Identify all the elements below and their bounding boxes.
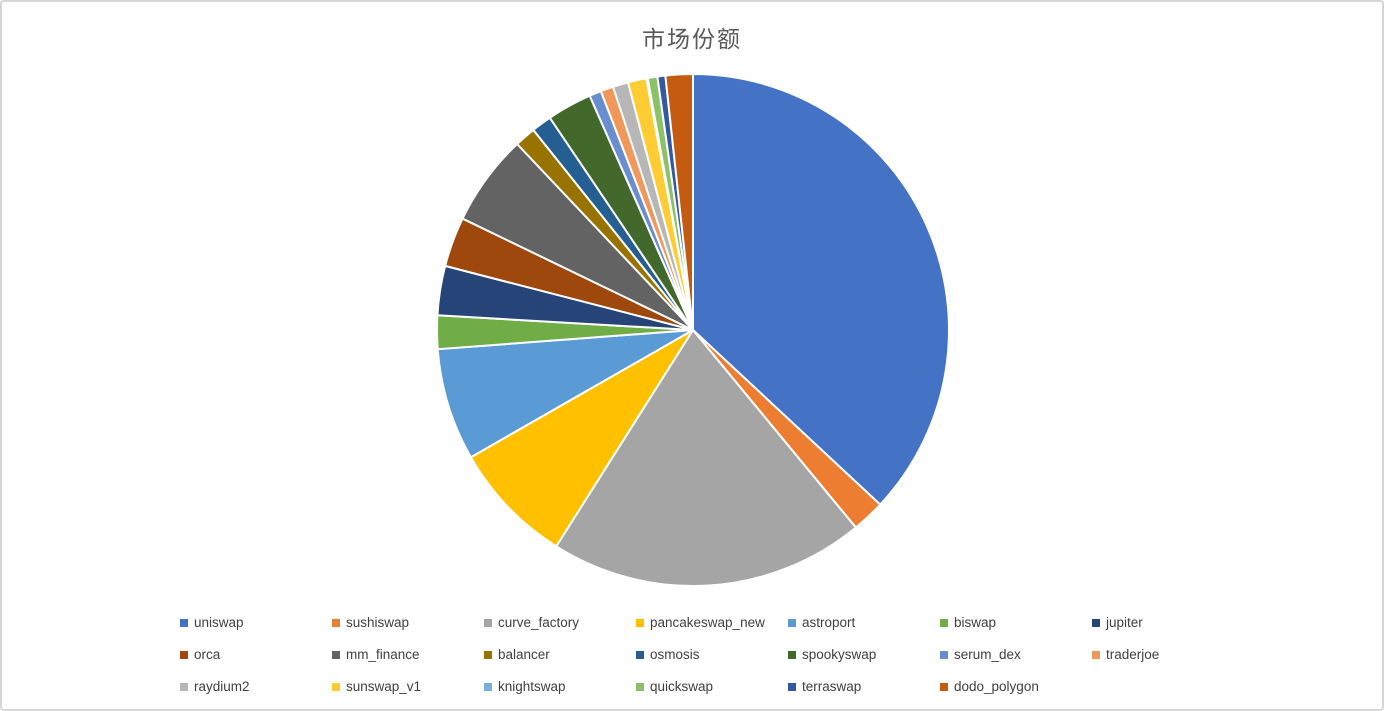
chart-title: 市场份额 [642, 26, 742, 52]
pie-slice-curve_factory [555, 329, 857, 587]
pie-slice-uniswap [692, 73, 950, 506]
pie-slice-pancakeswap_new [469, 329, 694, 548]
pie-slice-dodo_polygon [664, 73, 694, 331]
pie-slice-astroport [436, 329, 694, 459]
